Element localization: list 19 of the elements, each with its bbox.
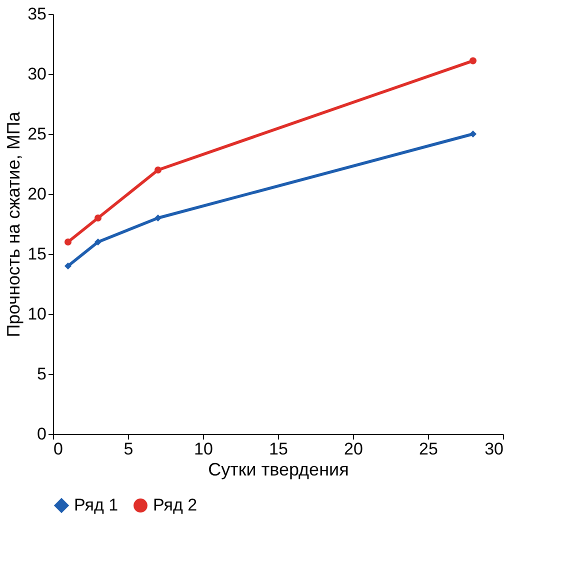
y-tick-label: 0 [37,424,46,444]
x-tick-label: 30 [484,440,504,458]
y-tick-label: 30 [28,64,46,84]
y-tick-label: 5 [37,364,46,384]
x-tick-label: 25 [419,440,438,458]
y-tick-label: 10 [28,304,46,324]
x-tick-label: 20 [344,440,363,458]
x-tick-label: 10 [194,440,213,458]
y-tick-label: 20 [28,184,46,204]
y-tick-label: 15 [28,244,46,264]
y-axis-title: Прочность на сжатие, МПа [4,110,24,338]
y-tick-label: 35 [28,4,46,24]
x-tick-label: 0 [54,440,63,458]
y-tick-label: 25 [28,124,46,144]
x-tick-label: 5 [124,440,134,458]
legend-label: Ряд 2 [153,496,198,515]
x-tick-label: 15 [269,440,288,458]
x-axis-title: Сутки твердения [208,460,349,480]
legend-label: Ряд 1 [74,496,118,515]
